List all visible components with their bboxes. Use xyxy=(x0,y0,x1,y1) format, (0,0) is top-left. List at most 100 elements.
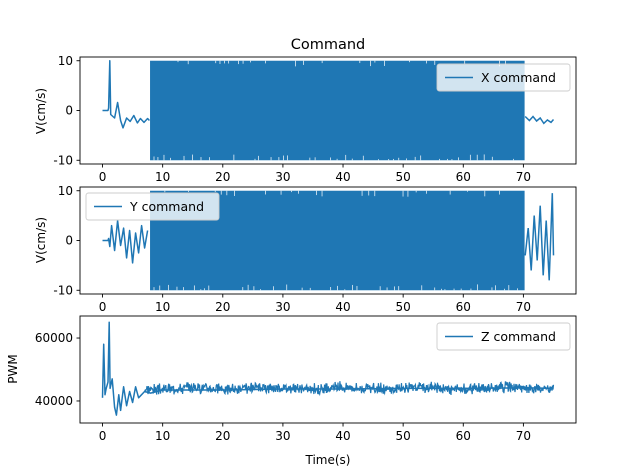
switch-gap xyxy=(434,287,436,291)
switch-gap xyxy=(215,60,217,64)
switch-gap xyxy=(460,288,462,291)
switch-gap xyxy=(449,190,451,195)
legend-label: Z command xyxy=(481,329,556,344)
switch-gap xyxy=(157,157,159,161)
switch-gap xyxy=(504,288,505,291)
switch-gap xyxy=(208,285,210,291)
switch-gap xyxy=(344,289,346,291)
switch-gap xyxy=(394,286,395,291)
switch-gap xyxy=(336,158,338,161)
switch-gap xyxy=(483,154,485,161)
x-tick-label: 20 xyxy=(215,429,230,443)
switch-gap xyxy=(153,287,155,291)
switch-gap xyxy=(321,60,323,64)
legend: X command xyxy=(436,63,571,92)
switch-gap xyxy=(351,158,353,161)
legend-box xyxy=(436,63,571,92)
switch-gap xyxy=(247,284,249,291)
switch-gap xyxy=(233,190,235,196)
switch-gap xyxy=(291,190,292,193)
switch-gap xyxy=(362,155,364,161)
switch-gap xyxy=(214,190,216,193)
switch-gap xyxy=(337,285,338,291)
switch-gap xyxy=(309,157,311,161)
switch-gap xyxy=(159,285,161,291)
switch-gap xyxy=(242,287,244,291)
switch-gap xyxy=(283,155,284,161)
series-tail xyxy=(524,115,555,125)
legend-label: Y command xyxy=(129,199,204,214)
switch-gap xyxy=(192,154,193,161)
x-tick-label: 30 xyxy=(275,429,290,443)
chart-title: Command xyxy=(291,37,366,53)
y-tick-label: 0 xyxy=(65,234,73,248)
switch-gap xyxy=(444,289,446,291)
switch-gap xyxy=(384,60,385,66)
switch-gap xyxy=(193,285,195,291)
switch-gap xyxy=(278,157,280,161)
switch-gap xyxy=(453,288,455,291)
switch-gap xyxy=(287,155,288,161)
series-line xyxy=(102,59,150,129)
switch-gap xyxy=(378,159,379,161)
switch-gap xyxy=(224,60,225,64)
switch-gap xyxy=(407,190,409,197)
y-tick-label: 40000 xyxy=(35,394,73,408)
switch-gap xyxy=(226,190,228,196)
switch-gap xyxy=(177,60,179,63)
switch-gap xyxy=(352,284,353,291)
switch-gap xyxy=(301,287,303,291)
switch-gap xyxy=(426,190,427,194)
switch-gap xyxy=(420,155,422,161)
switch-gap xyxy=(386,287,388,291)
axes-frame xyxy=(79,315,577,424)
switch-gap xyxy=(495,285,496,291)
y-axis-label-x-panel: V(cm/s) xyxy=(34,88,48,134)
x-tick-label: 50 xyxy=(396,300,411,314)
x-tick-label: 60 xyxy=(456,429,471,443)
legend-box xyxy=(436,322,571,351)
switch-gap xyxy=(451,159,453,161)
switch-gap xyxy=(359,60,361,64)
switch-gap xyxy=(398,157,400,161)
switch-gap xyxy=(426,60,427,64)
switch-gap xyxy=(188,190,189,192)
switch-gap xyxy=(242,60,244,64)
x-tick-label: 40 xyxy=(335,300,350,314)
switch-gap xyxy=(330,286,332,291)
switch-gap xyxy=(374,190,376,197)
switch-gap xyxy=(409,60,411,63)
panel-z-command: 0 10 20 30 40 50 60 70 40000 60000 Z command xyxy=(35,315,577,443)
x-tick-label: 30 xyxy=(275,300,290,314)
switch-gap xyxy=(286,284,288,291)
switch-gap xyxy=(415,190,417,193)
x-tick-label: 30 xyxy=(275,170,290,184)
switch-gap xyxy=(273,286,274,291)
switch-gap xyxy=(153,156,155,161)
x-tick-label: 60 xyxy=(456,170,471,184)
switch-gap xyxy=(499,190,500,195)
x-tick-label: 70 xyxy=(516,300,531,314)
x-tick-label: 0 xyxy=(99,300,107,314)
x-tick-label: 10 xyxy=(155,170,170,184)
switch-gap xyxy=(356,285,358,291)
x-axis-label: Time(s) xyxy=(305,453,351,467)
plot-area xyxy=(101,321,555,416)
switch-gap xyxy=(209,157,210,161)
switch-gap xyxy=(258,155,259,161)
switch-gap xyxy=(393,158,394,161)
switch-gap xyxy=(167,284,169,291)
y-axis-label-z-panel: PWM xyxy=(6,354,20,383)
switch-gap xyxy=(183,155,185,161)
switch-gap xyxy=(183,287,184,291)
switch-gap xyxy=(250,60,251,63)
switch-gap xyxy=(379,286,381,291)
panel-x-command: 0 10 20 30 40 50 60 70 -10 0 10 X command xyxy=(53,54,577,184)
switch-gap xyxy=(469,154,471,161)
x-tick-label: 20 xyxy=(215,300,230,314)
switch-gap xyxy=(361,190,363,196)
switch-gap xyxy=(316,190,317,196)
switch-gap xyxy=(200,289,202,291)
switch-gap xyxy=(228,60,230,64)
switch-gap xyxy=(477,284,479,291)
